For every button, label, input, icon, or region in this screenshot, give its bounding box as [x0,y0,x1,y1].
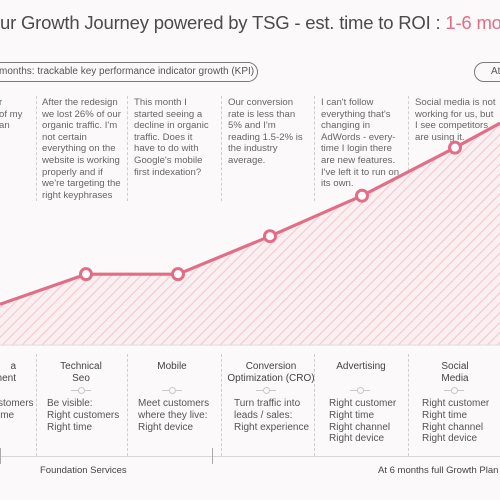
service-description: Turn traffic into leads / sales: Right e… [234,398,310,433]
title-main: ur Growth Journey powered by TSG - est. … [0,12,446,33]
timeline-line [0,456,500,457]
column-divider [36,96,37,201]
scenario-text: Our conversion rate is less than 5% and … [228,97,303,166]
kpi-months-pill[interactable]: months: trackable key performance indica… [0,62,258,82]
growth-point-4 [355,188,369,203]
scenario-text: r of my an [0,97,23,132]
growth-points [79,140,462,282]
service-title: Conversion Optimization (CRO) [227,361,315,384]
title-highlight: 1-6 mon [445,12,500,33]
scenario-text: This month I started seeing a decline in… [134,97,209,178]
scenario-text: I can't follow everything that's changin… [321,97,400,190]
column-divider [221,96,222,201]
service-divider-icon [162,387,182,396]
service-description: Right customer Right time Right channel … [329,398,397,445]
column-divider [221,354,222,456]
service-divider-icon [71,387,91,396]
foundation-services-label: Foundation Services [40,465,127,476]
timeline-tick [212,448,213,464]
service-divider-icon [444,387,464,396]
service-description: Meet customers where they live: Right de… [138,398,210,433]
service-title: Mobile [157,361,187,372]
growth-plan-pill[interactable]: At [474,62,500,82]
service-title: Technical Seo [60,361,102,384]
column-divider [408,96,409,201]
growth-point-3 [263,229,277,244]
column-divider [314,354,315,456]
service-description: Be visible: Right customers Right time [47,398,120,433]
page-title: ur Growth Journey powered by TSG - est. … [0,12,500,34]
timeline-tick [0,448,1,464]
service-title: Advertising [336,361,386,372]
full-growth-plan-label: At 6 months full Growth Plan [378,465,499,476]
column-divider [408,354,409,456]
service-divider-icon [256,387,276,396]
service-description: stomers ime [0,398,34,421]
column-divider [127,96,128,201]
scenario-text: Social media is not working for us, but … [415,97,496,143]
growth-area [0,123,500,345]
growth-point-5 [448,140,462,155]
column-divider [127,354,128,456]
growth-point-1 [79,267,93,282]
column-divider [314,96,315,201]
growth-point-2 [171,267,185,282]
service-description: Right customer Right time Right channel … [422,398,490,445]
service-divider-icon [350,387,370,396]
service-title: a ment [0,361,16,384]
scenario-text: After the redesign we lost 26% of our or… [42,97,121,201]
column-divider [36,354,37,456]
service-title: Social Media [441,361,469,384]
